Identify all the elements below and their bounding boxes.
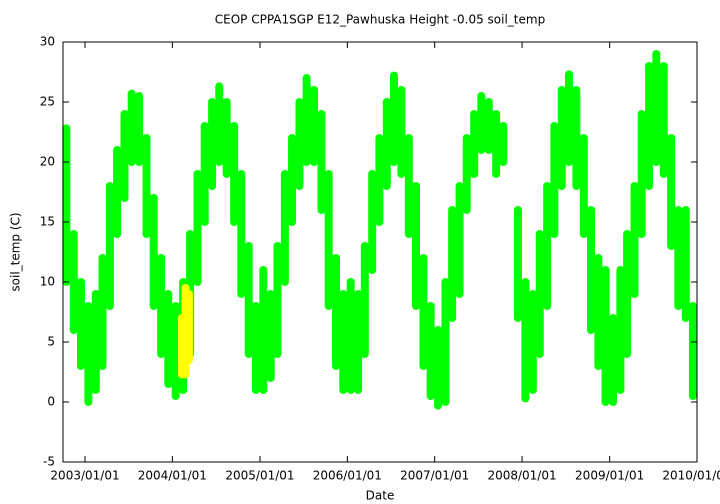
y-tick-label: 10 — [40, 275, 55, 289]
x-tick-label: 2006/01/01 — [313, 469, 382, 483]
x-tick-label: 2008/01/01 — [487, 469, 556, 483]
x-tick-label: 2010/01/01 — [662, 469, 720, 483]
x-tick-label: 2005/01/01 — [225, 469, 294, 483]
x-tick-label: 2004/01/01 — [138, 469, 207, 483]
x-axis-label: Date — [366, 489, 395, 503]
x-tick-label: 2009/01/01 — [575, 469, 644, 483]
y-tick-label: 15 — [40, 215, 55, 229]
y-axis-label: soil_temp (C) — [9, 212, 23, 291]
y-tick-label: 5 — [47, 335, 55, 349]
y-tick-label: -5 — [43, 455, 55, 469]
y-tick-label: 25 — [40, 95, 55, 109]
y-tick-label: 20 — [40, 155, 55, 169]
plot-frame — [62, 41, 698, 463]
plot-area — [62, 50, 697, 410]
y-tick-label: 0 — [47, 395, 55, 409]
y-tick-label: 30 — [40, 35, 55, 49]
x-tick-label: 2003/01/01 — [50, 469, 119, 483]
x-tick-label: 2007/01/01 — [400, 469, 469, 483]
chart-title: CEOP CPPA1SGP E12_Pawhuska Height -0.05 … — [215, 13, 545, 27]
